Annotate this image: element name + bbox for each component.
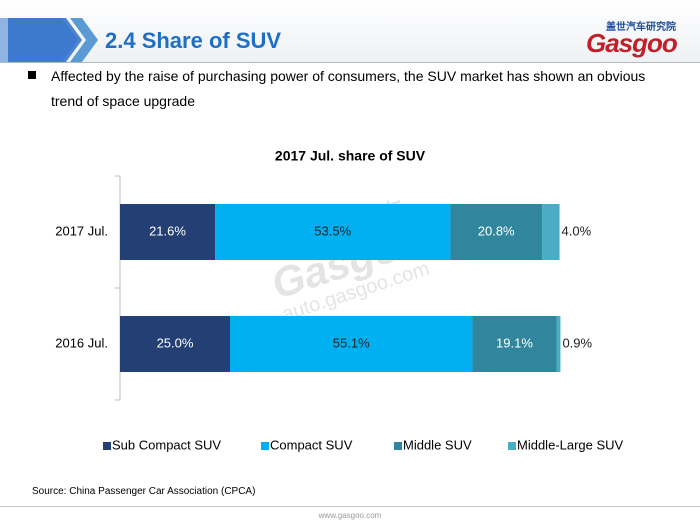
value-label: 25.0% <box>157 335 194 350</box>
bar-segment <box>230 316 473 372</box>
bar-segment <box>450 204 542 260</box>
value-label: 19.1% <box>496 335 533 350</box>
chart: 2017 Jul. share of SUV 2017 Jul. 21.6% 53.… <box>55 148 624 453</box>
bar-segment <box>120 204 216 260</box>
value-label: 21.6% <box>149 223 186 238</box>
value-label: 4.0% <box>562 223 592 238</box>
legend-marker <box>508 442 516 450</box>
footer-rule <box>0 506 700 507</box>
legend-marker <box>103 442 111 450</box>
bar-segment <box>120 316 230 372</box>
value-label: 53.5% <box>314 223 351 238</box>
logo-cn: 盖世汽车研究院 <box>606 22 676 33</box>
legend-marker <box>394 442 402 450</box>
value-label: 0.9% <box>562 335 592 350</box>
bar-segment <box>556 316 561 372</box>
header-arrows <box>0 18 98 62</box>
legend-label: Middle-Large SUV <box>517 437 624 452</box>
legend-label: Compact SUV <box>270 437 353 452</box>
chart-title: 2017 Jul. share of SUV <box>275 148 426 164</box>
footer: www.gasgoo.com <box>318 511 382 520</box>
bar-segment <box>541 204 560 260</box>
bar-segment <box>472 316 557 372</box>
value-label: 55.1% <box>333 335 370 350</box>
legend-marker <box>261 442 269 450</box>
bar-segment <box>215 204 451 260</box>
legend-label: Sub Compact SUV <box>112 437 221 452</box>
logo: Gasgoo <box>586 28 678 58</box>
bullet-text: Affected by the raise of purchasing powe… <box>51 68 646 109</box>
header-rule <box>0 62 700 63</box>
source: Source: China Passenger Car Association … <box>32 486 256 497</box>
y-tick-label: 2017 Jul. <box>55 223 108 238</box>
value-label: 20.8% <box>478 223 515 238</box>
slide-title: 2.4 Share of SUV <box>105 28 282 53</box>
header-band <box>0 0 700 62</box>
legend-label: Middle SUV <box>403 437 472 452</box>
bullet-marker <box>28 71 36 79</box>
y-tick-label: 2016 Jul. <box>55 335 108 350</box>
